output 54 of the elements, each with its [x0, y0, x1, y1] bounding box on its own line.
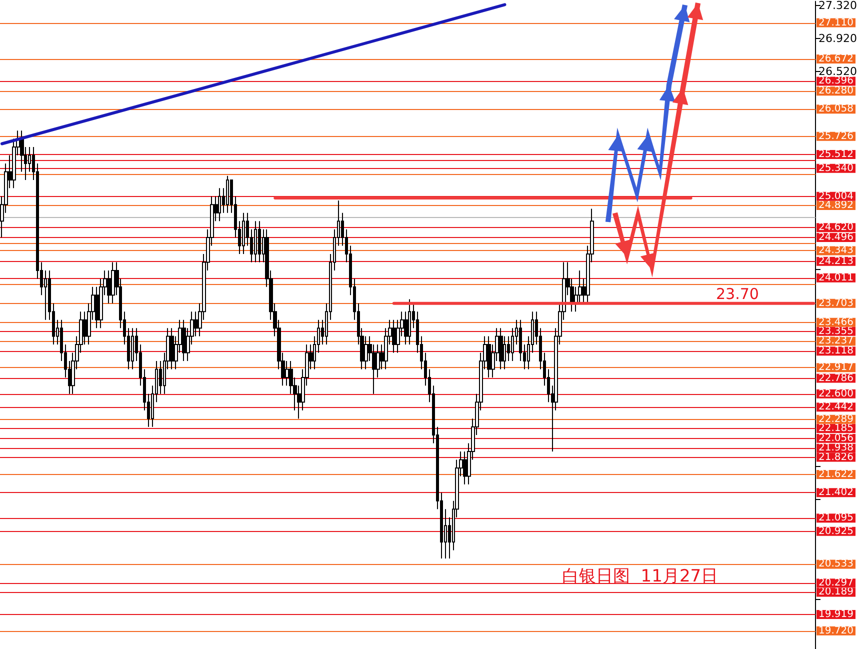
ref-line-label: 23.703: [818, 298, 854, 309]
ref-line-label: 26.672: [818, 53, 854, 64]
candlestick: [487, 336, 491, 378]
ref-line-label: 21.402: [818, 487, 854, 498]
candlestick: [111, 262, 115, 304]
ref-line-label: 20.533: [818, 558, 854, 570]
y-tick-label: 26.520: [818, 64, 858, 78]
ref-line-label: 24.496: [818, 232, 854, 244]
ref-line-label: 22.289: [818, 414, 854, 425]
ref-line-label: 20.189: [818, 586, 854, 598]
ref-line-label: 23.466: [818, 316, 854, 328]
ref-line-label: 24.620: [818, 222, 854, 234]
candlestick: [408, 298, 411, 346]
ref-line-label: 25.512: [818, 148, 854, 160]
y-tick-label: 26.920: [818, 32, 858, 45]
candlestick: [170, 328, 174, 370]
annotation: 白银日图 11月27日: [562, 566, 718, 586]
ref-line-label: 24.892: [818, 200, 854, 211]
ref-line-label: 22.056: [818, 432, 854, 444]
candlestick: [182, 319, 186, 362]
candlestick: [499, 328, 503, 370]
ref-line-label: 21.095: [818, 512, 854, 524]
ref-line-label: 21.938: [818, 442, 854, 454]
candlestick: [218, 188, 221, 222]
ref-line-label: 25.340: [818, 162, 854, 174]
ref-line-label: 26.058: [818, 104, 854, 115]
ref-line-label: 25.726: [818, 130, 854, 142]
ref-line-label: 19.720: [818, 625, 854, 636]
ref-line-label: 22.917: [818, 362, 854, 374]
candlestick: [392, 319, 396, 354]
ref-line-label: 21.826: [818, 452, 854, 463]
ref-line-label: 23.118: [818, 346, 854, 357]
ref-line-label: 24.213: [818, 256, 854, 267]
ref-line-label: 21.622: [818, 469, 854, 480]
ref-line-label: 22.185: [818, 422, 854, 434]
ref-line-label: 20.297: [818, 578, 854, 589]
y-tick-label: 27.320: [818, 0, 858, 12]
candlestick: [131, 328, 134, 370]
candlestick: [226, 175, 229, 214]
ref-line-label: 24.011: [818, 272, 854, 284]
ref-line-label: 25.004: [818, 190, 854, 202]
ref-line-label: 26.280: [818, 86, 854, 97]
candlestick: [258, 220, 261, 263]
annotation: 23.70: [716, 284, 759, 303]
ref-line-label: 20.925: [818, 526, 854, 537]
ref-line-label: 27.110: [818, 17, 854, 28]
ref-line-label: 22.786: [818, 372, 854, 384]
ref-line-label: 24.343: [818, 245, 854, 256]
candlestick: [242, 212, 245, 255]
ref-line-label: 22.600: [818, 388, 854, 400]
ref-line-label: 19.919: [818, 608, 854, 620]
ref-line-label: 22.442: [818, 402, 854, 413]
ref-line-label: 23.355: [818, 326, 854, 337]
candlestick: [254, 220, 257, 263]
